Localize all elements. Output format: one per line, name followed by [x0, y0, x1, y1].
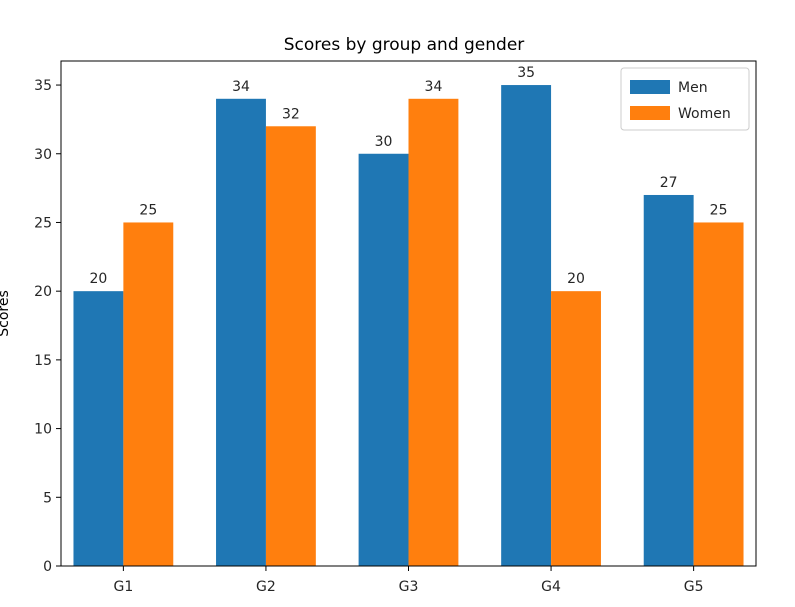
bar-women-g4 — [551, 291, 601, 566]
bar-men-g1 — [73, 291, 124, 566]
y-tick-label-5: 5 — [43, 490, 52, 506]
bar-label-women-g2: 32 — [282, 106, 300, 122]
y-tick-label-0: 0 — [43, 559, 52, 575]
x-tick-label-g1: G1 — [113, 579, 133, 595]
bar-men-g4 — [501, 85, 552, 567]
bar-label-men-g1: 20 — [90, 271, 108, 287]
y-tick-label-25: 25 — [34, 215, 52, 231]
y-axis: 0 5 10 15 20 25 30 35 — [34, 78, 61, 575]
y-tick-label-35: 35 — [34, 78, 52, 94]
x-tick-label-g5: G5 — [684, 579, 704, 595]
legend-label-women: Women — [678, 106, 731, 122]
y-tick-label-15: 15 — [34, 353, 52, 369]
x-tick-label-g2: G2 — [256, 579, 276, 595]
bar-label-men-g5: 27 — [660, 175, 678, 191]
x-tick-label-g4: G4 — [541, 579, 561, 595]
bar-women-g1 — [123, 222, 174, 566]
bar-label-men-g4: 35 — [517, 65, 535, 81]
bar-group — [73, 85, 744, 567]
bar-women-g2 — [265, 126, 316, 567]
bar-label-women-g3: 34 — [425, 79, 443, 95]
bar-women-g5 — [693, 222, 744, 566]
bar-label-women-g5: 25 — [710, 202, 728, 218]
y-axis-title: Scores — [0, 290, 12, 337]
bar-label-men-g3: 30 — [375, 134, 393, 150]
legend-swatch-women — [630, 106, 670, 120]
bar-men-g3 — [358, 153, 409, 566]
bar-men-g5 — [643, 194, 694, 566]
bar-label-women-g1: 25 — [139, 202, 157, 218]
x-tick-label-g3: G3 — [399, 579, 419, 595]
y-tick-label-30: 30 — [34, 147, 52, 163]
bar-label-group: 20 34 30 35 27 25 32 34 20 25 — [90, 65, 728, 287]
legend-swatch-men — [630, 80, 670, 94]
chart-title: Scores by group and gender — [284, 35, 525, 55]
bar-men-g2 — [216, 98, 266, 566]
bar-label-women-g4: 20 — [567, 271, 585, 287]
legend-label-men: Men — [678, 80, 708, 96]
bar-label-men-g2: 34 — [232, 79, 250, 95]
legend: Men Women — [620, 67, 750, 131]
x-axis: G1 G2 G3 G4 G5 — [113, 566, 704, 595]
y-tick-label-10: 10 — [34, 422, 52, 438]
y-tick-label-20: 20 — [34, 284, 52, 300]
bar-women-g3 — [408, 98, 459, 566]
